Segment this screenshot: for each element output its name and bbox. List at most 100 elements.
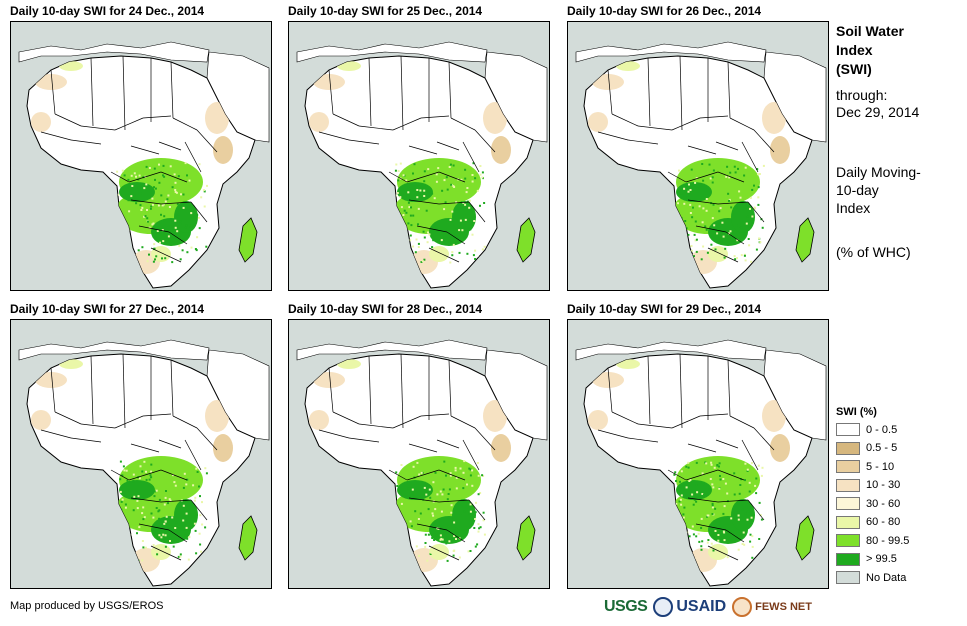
swi-pixel: [162, 164, 165, 167]
country-border: [741, 141, 759, 173]
swi-pixel: [426, 241, 429, 244]
swi-pixel: [717, 534, 720, 536]
country-border: [368, 57, 372, 127]
swi-pixel: [454, 525, 457, 528]
swi-pixel: [132, 473, 135, 476]
index-title-line: (SWI): [836, 61, 872, 77]
swi-pixel: [442, 488, 445, 491]
swi-pixel: [139, 204, 142, 207]
swi-pixel: [466, 483, 468, 486]
swi-pixel: [474, 258, 477, 260]
country-border: [607, 367, 613, 413]
swi-pixel: [722, 235, 725, 238]
swi-pixel: [145, 470, 147, 473]
swi-pixel: [119, 478, 122, 481]
swi-pixel: [720, 239, 723, 242]
swi-pixel: [136, 532, 138, 535]
swi-pixel: [394, 542, 397, 545]
swi-pixel: [158, 498, 161, 501]
swi-pixel: [455, 239, 458, 242]
map-panel-3: Daily 10-day SWI for 26 Dec., 2014: [567, 4, 829, 292]
country-border: [420, 115, 450, 119]
swi-pixel: [455, 476, 458, 479]
swi-pixel: [123, 248, 126, 251]
swi-pixel: [702, 483, 705, 486]
country-border: [715, 141, 739, 151]
swi-patch-very-wet: [119, 182, 155, 202]
swi-pixel: [748, 481, 751, 484]
swi-pixel: [187, 510, 190, 513]
swi-pixel: [733, 255, 736, 258]
swi-pixel: [174, 236, 177, 239]
swi-pixel: [431, 246, 434, 249]
swi-pixel: [130, 195, 133, 198]
country-border: [348, 139, 380, 145]
swi-pixel: [185, 512, 188, 515]
swi-pixel: [723, 256, 726, 259]
country-border: [647, 57, 651, 127]
country-border: [671, 415, 701, 429]
swi-pixel: [158, 253, 161, 256]
europe-landmass: [296, 41, 488, 63]
swi-pixel: [751, 556, 754, 559]
swi-pixel: [693, 233, 696, 236]
swi-pixel: [408, 206, 411, 209]
swi-pixel: [746, 518, 749, 521]
swi-pixel: [677, 202, 679, 205]
swi-pixel: [483, 533, 486, 536]
swi-pixel: [453, 535, 456, 538]
swi-pixel: [140, 209, 143, 211]
swi-pixel: [132, 480, 135, 483]
country-border: [170, 359, 174, 417]
swi-pixel: [476, 189, 479, 192]
swi-pixel: [182, 504, 185, 507]
swi-pixel: [417, 246, 420, 248]
swi-pixel: [473, 220, 476, 222]
swi-pixel: [153, 495, 156, 498]
swi-overlay: [588, 61, 790, 274]
description-line: Index: [836, 200, 871, 216]
swi-pixel: [198, 485, 200, 488]
swi-pixel: [439, 534, 442, 537]
swi-pixel: [139, 465, 142, 468]
swi-pixel: [687, 461, 690, 464]
swi-pixel: [689, 189, 692, 191]
swi-pixel: [403, 553, 406, 556]
swi-pixel: [718, 557, 721, 559]
swi-pixel: [681, 550, 684, 553]
swi-patch-dry: [213, 136, 233, 164]
swi-pixel: [676, 558, 679, 561]
swi-pixel: [689, 212, 692, 214]
swi-pixel: [414, 510, 417, 513]
swi-pixel: [163, 215, 166, 218]
africa-map-graphic: [18, 41, 270, 289]
country-border: [753, 427, 775, 451]
swi-pixel: [424, 545, 427, 548]
country-border: [446, 529, 466, 543]
swi-pixel: [121, 474, 124, 477]
swi-pixel: [164, 545, 167, 548]
country-border: [358, 423, 394, 429]
swi-pixel: [409, 189, 412, 192]
swi-pixel: [480, 554, 483, 557]
swi-pixel: [428, 488, 431, 491]
country-border: [729, 415, 755, 429]
swi-pixel: [155, 255, 158, 258]
fews-seal-icon: [732, 597, 753, 617]
swi-pixel: [199, 514, 202, 517]
country-border: [707, 247, 739, 263]
swi-pixel: [716, 464, 719, 467]
swi-pixel: [150, 205, 153, 208]
swi-pixel: [709, 478, 712, 480]
swi-pixel: [409, 214, 412, 217]
swi-pixel: [452, 550, 455, 552]
swi-pixel: [684, 220, 687, 222]
swi-pixel: [133, 495, 136, 498]
swi-pixel: [144, 215, 147, 218]
country-border: [627, 437, 659, 443]
swi-pixel: [165, 517, 168, 520]
description-line: 10-day: [836, 182, 879, 198]
country-border: [428, 545, 460, 561]
swi-pixel: [149, 474, 152, 477]
swi-pixel: [192, 484, 195, 487]
